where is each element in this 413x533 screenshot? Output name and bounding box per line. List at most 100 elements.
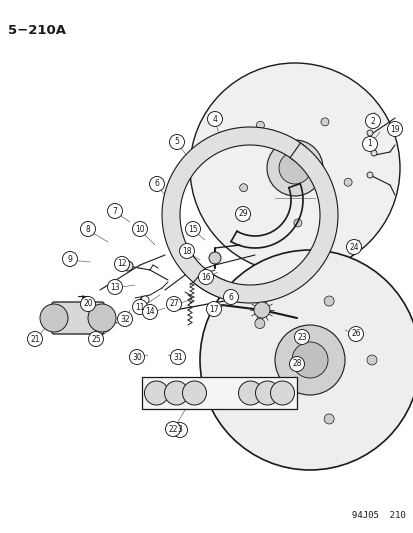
Circle shape — [320, 118, 328, 126]
Text: 21: 21 — [30, 335, 40, 343]
Text: 26: 26 — [350, 329, 360, 338]
Circle shape — [207, 111, 222, 126]
Text: 18: 18 — [182, 246, 191, 255]
Circle shape — [294, 329, 309, 344]
Circle shape — [164, 381, 188, 405]
Circle shape — [274, 325, 344, 395]
Text: 4: 4 — [212, 115, 217, 124]
Circle shape — [190, 63, 399, 273]
Circle shape — [254, 391, 264, 401]
Circle shape — [199, 250, 413, 470]
Circle shape — [117, 311, 132, 327]
Circle shape — [107, 204, 122, 219]
Circle shape — [80, 222, 95, 237]
Text: 14: 14 — [145, 308, 154, 317]
Circle shape — [323, 414, 333, 424]
Text: 19: 19 — [389, 125, 399, 133]
FancyBboxPatch shape — [142, 377, 297, 409]
Text: 27: 27 — [169, 300, 178, 309]
Circle shape — [165, 422, 180, 437]
Circle shape — [323, 296, 333, 306]
Circle shape — [209, 252, 221, 264]
Circle shape — [179, 244, 194, 259]
Circle shape — [254, 302, 269, 318]
Circle shape — [366, 130, 372, 136]
Circle shape — [254, 319, 264, 328]
Circle shape — [169, 134, 184, 149]
Circle shape — [366, 172, 372, 178]
Text: 7: 7 — [112, 206, 117, 215]
Text: 5: 5 — [174, 138, 179, 147]
Text: 5−210A: 5−210A — [8, 24, 66, 37]
Circle shape — [129, 350, 144, 365]
Circle shape — [142, 304, 157, 319]
Circle shape — [370, 150, 376, 156]
Circle shape — [198, 270, 213, 285]
Circle shape — [255, 381, 279, 405]
Circle shape — [27, 332, 43, 346]
Circle shape — [346, 239, 361, 254]
Circle shape — [88, 304, 116, 332]
Circle shape — [362, 136, 377, 151]
Circle shape — [170, 350, 185, 365]
Circle shape — [348, 327, 363, 342]
Circle shape — [40, 304, 68, 332]
Circle shape — [80, 296, 95, 311]
Circle shape — [289, 357, 304, 372]
Circle shape — [144, 381, 168, 405]
Circle shape — [238, 381, 262, 405]
Text: 11: 11 — [135, 303, 145, 311]
Text: 6: 6 — [154, 180, 159, 189]
Text: 28: 28 — [292, 359, 301, 368]
Text: 25: 25 — [91, 335, 101, 343]
Circle shape — [235, 206, 250, 222]
Circle shape — [132, 222, 147, 237]
Text: 24: 24 — [348, 243, 358, 252]
Circle shape — [185, 222, 200, 237]
Circle shape — [343, 178, 351, 186]
Circle shape — [123, 261, 133, 271]
Polygon shape — [193, 143, 337, 303]
Circle shape — [172, 423, 187, 438]
Circle shape — [291, 342, 327, 378]
Circle shape — [270, 381, 294, 405]
Circle shape — [107, 279, 122, 295]
Circle shape — [141, 296, 149, 304]
Circle shape — [365, 114, 380, 128]
Polygon shape — [161, 127, 306, 298]
Text: 15: 15 — [188, 224, 197, 233]
Text: 94J05  210: 94J05 210 — [351, 511, 405, 520]
FancyBboxPatch shape — [52, 302, 104, 334]
Circle shape — [182, 381, 206, 405]
Text: 13: 13 — [110, 282, 119, 292]
Circle shape — [366, 355, 376, 365]
Text: 17: 17 — [209, 304, 218, 313]
Circle shape — [206, 302, 221, 317]
Circle shape — [114, 256, 129, 271]
Circle shape — [293, 219, 301, 227]
Circle shape — [223, 289, 238, 304]
Text: 3: 3 — [177, 425, 182, 434]
Circle shape — [239, 184, 247, 192]
Circle shape — [132, 300, 147, 314]
Circle shape — [256, 121, 264, 130]
Circle shape — [266, 140, 322, 196]
Text: 32: 32 — [120, 314, 130, 324]
Circle shape — [62, 252, 77, 266]
Text: 9: 9 — [67, 254, 72, 263]
Circle shape — [166, 296, 181, 311]
Text: 22: 22 — [168, 424, 177, 433]
Circle shape — [278, 152, 310, 184]
Text: 16: 16 — [201, 272, 210, 281]
Circle shape — [387, 122, 401, 136]
Circle shape — [88, 332, 103, 346]
Text: 2: 2 — [370, 117, 375, 125]
Text: 8: 8 — [85, 224, 90, 233]
Text: 1: 1 — [367, 140, 371, 149]
Text: 12: 12 — [117, 260, 126, 269]
Circle shape — [149, 176, 164, 191]
Text: 29: 29 — [237, 209, 247, 219]
Text: 31: 31 — [173, 352, 183, 361]
Text: 6: 6 — [228, 293, 233, 302]
Text: 30: 30 — [132, 352, 142, 361]
